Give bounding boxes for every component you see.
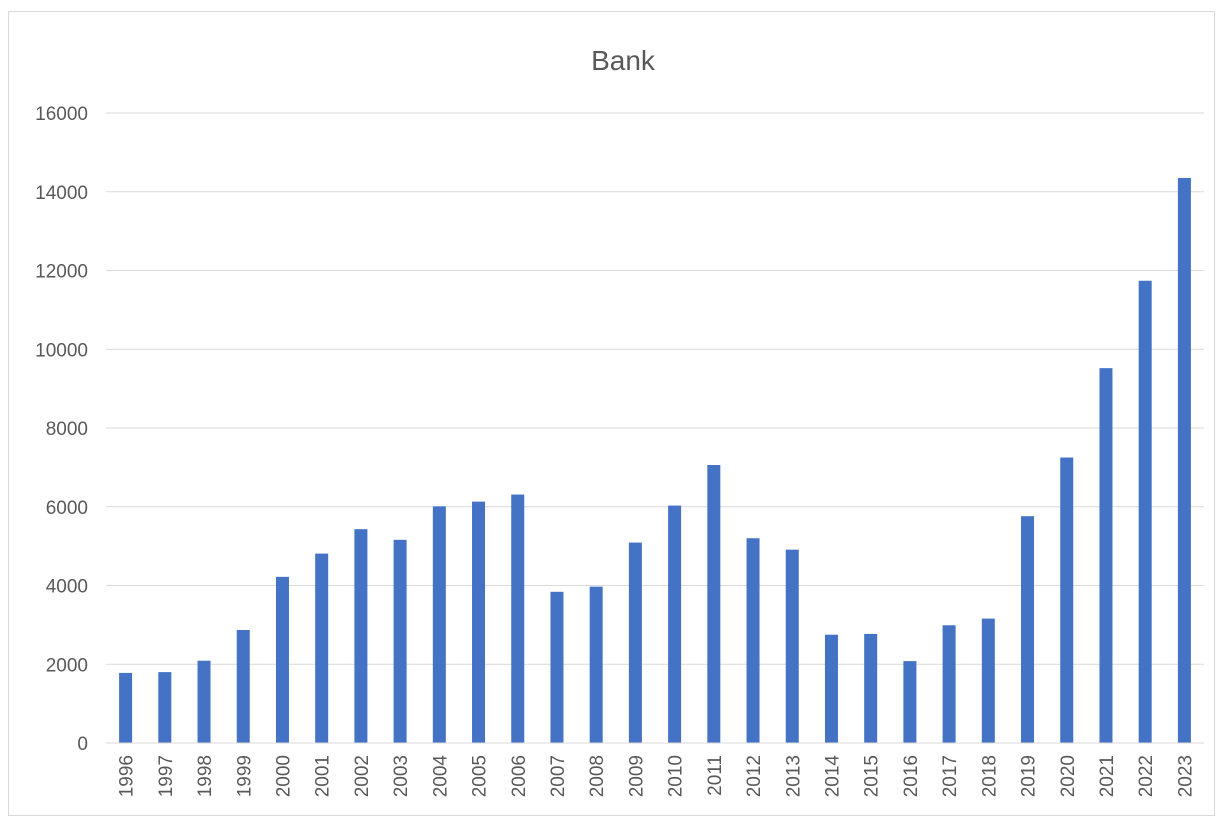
- x-tick-label-2013: 2013: [783, 755, 804, 797]
- y-tick-label: 4000: [46, 577, 88, 598]
- y-tick-label: 6000: [46, 498, 88, 519]
- x-tick-label-2008: 2008: [587, 755, 608, 797]
- bar-2022: [1138, 280, 1152, 743]
- bar-2004: [432, 506, 446, 743]
- x-tick-label-2012: 2012: [744, 755, 765, 797]
- x-tick-label-1999: 1999: [234, 755, 255, 797]
- x-tick-label-2023: 2023: [1175, 755, 1196, 797]
- bar-2019: [1021, 516, 1035, 743]
- gridlines: [106, 112, 1204, 665]
- x-tick-label-2000: 2000: [273, 755, 294, 797]
- bar-2013: [785, 549, 799, 743]
- bar-2012: [746, 538, 760, 743]
- x-tick-label-2011: 2011: [705, 755, 726, 796]
- x-tick-label-2009: 2009: [626, 755, 647, 797]
- bar-2008: [589, 586, 603, 743]
- x-tick-label-2016: 2016: [901, 755, 922, 797]
- bar-2005: [472, 501, 486, 743]
- bar-2020: [1060, 457, 1074, 743]
- x-tick-label-2002: 2002: [352, 755, 373, 797]
- y-tick-label: 2000: [46, 655, 88, 676]
- x-tick-label-1998: 1998: [195, 755, 216, 797]
- bar-2015: [864, 633, 878, 743]
- bar-2003: [393, 539, 407, 743]
- bar-1997: [158, 672, 172, 743]
- chart-title: Bank: [591, 45, 656, 76]
- y-tick-label: 14000: [35, 183, 88, 204]
- x-tick-label-2003: 2003: [391, 755, 412, 797]
- y-tick-label: 0: [77, 734, 88, 755]
- bar-2010: [668, 505, 682, 743]
- y-axis-tick-labels: 0 2000 4000 6000 8000 10000 12000 14000 16000: [35, 104, 88, 755]
- bar-2002: [354, 529, 368, 743]
- y-tick-label: 10000: [35, 340, 88, 361]
- y-tick-label: 16000: [35, 104, 88, 125]
- x-tick-label-1996: 1996: [117, 755, 138, 797]
- x-tick-label-2005: 2005: [470, 755, 491, 797]
- x-tick-label-2015: 2015: [862, 755, 883, 797]
- bars: [119, 177, 1191, 743]
- bar-2009: [628, 542, 642, 743]
- bar-1999: [236, 629, 250, 743]
- x-tick-label-2004: 2004: [430, 755, 451, 798]
- x-tick-label-2007: 2007: [548, 755, 569, 797]
- bar-2017: [942, 625, 956, 743]
- bar-2000: [275, 576, 289, 743]
- bar-2014: [824, 634, 838, 743]
- bar-2016: [903, 661, 917, 743]
- x-tick-label-1997: 1997: [156, 755, 177, 797]
- x-tick-label-2021: 2021: [1097, 755, 1118, 797]
- bar-2007: [550, 591, 564, 743]
- x-tick-label-2001: 2001: [313, 755, 334, 797]
- x-tick-label-2019: 2019: [1019, 755, 1040, 797]
- bar-2018: [981, 618, 995, 743]
- bar-2011: [707, 465, 721, 743]
- y-tick-label: 12000: [35, 262, 88, 283]
- bar-2021: [1099, 368, 1113, 743]
- bar-1996: [119, 672, 133, 743]
- bar-2001: [315, 553, 329, 743]
- x-tick-label-2017: 2017: [940, 755, 961, 797]
- bar-2023: [1177, 177, 1191, 743]
- x-tick-label-2010: 2010: [666, 755, 687, 797]
- x-tick-label-2020: 2020: [1058, 755, 1079, 797]
- x-tick-label-2014: 2014: [822, 755, 843, 798]
- x-tick-label-2018: 2018: [979, 755, 1000, 797]
- y-tick-label: 8000: [46, 419, 88, 440]
- x-tick-label-2022: 2022: [1136, 755, 1157, 797]
- x-tick-label-2006: 2006: [509, 755, 530, 797]
- bar-1998: [197, 660, 211, 743]
- x-axis-tick-labels: 1996 1997 1998 1999 2000 2001 2002 2003 2004 2005…: [117, 755, 1197, 798]
- bar-2006: [511, 494, 525, 743]
